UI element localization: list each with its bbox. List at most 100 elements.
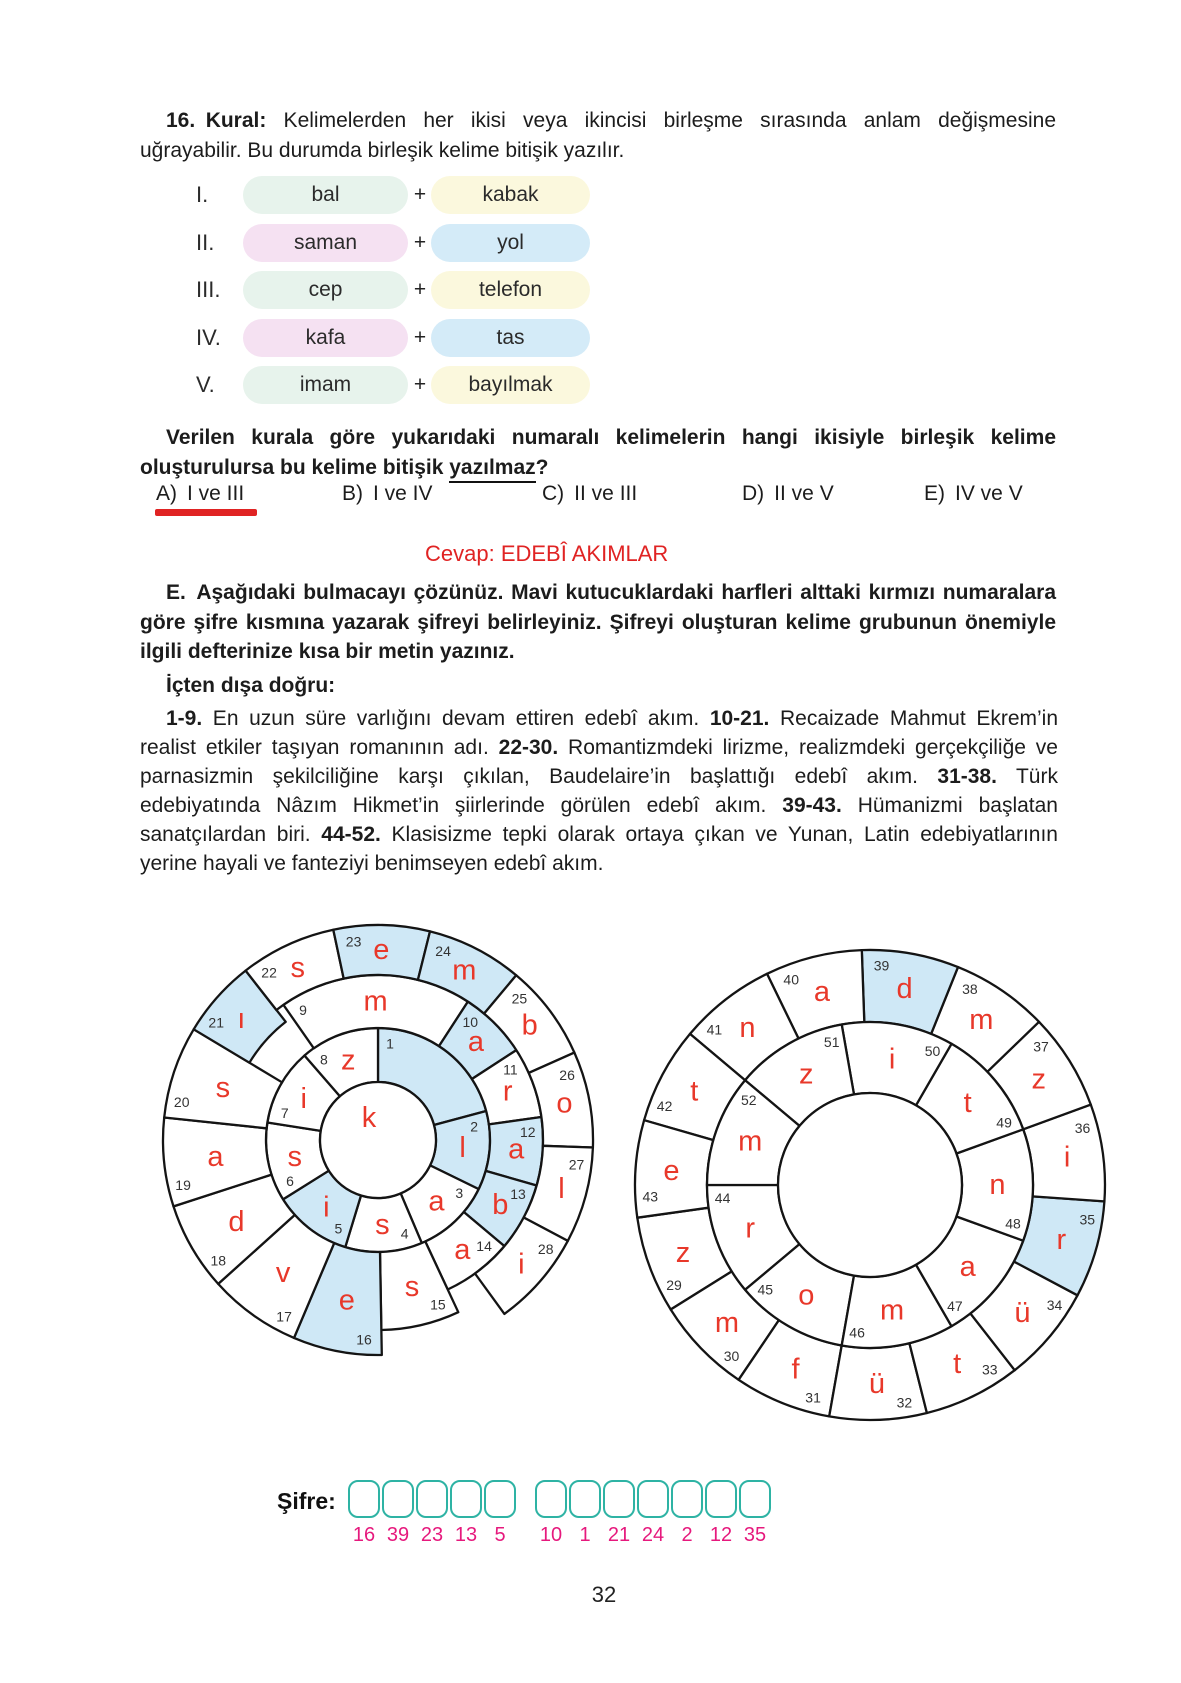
cell-letter-32: ü <box>869 1368 885 1400</box>
cell-number-13: 13 <box>510 1186 526 1202</box>
cipher-box-13[interactable] <box>450 1480 482 1518</box>
cipher-box-21[interactable] <box>603 1480 635 1518</box>
cipher-box-39[interactable] <box>382 1480 414 1518</box>
cell-number-51: 51 <box>824 1034 840 1050</box>
text-run: En uzun süre varlığını devam ettiren ede… <box>202 707 710 730</box>
center-letter-left: k <box>362 1102 377 1134</box>
cipher-box-35[interactable] <box>739 1480 771 1518</box>
option-text: II ve III <box>574 482 638 505</box>
question-paragraph: Verilen kurala göre yukarıdaki numaralı … <box>140 423 1056 483</box>
cipher-number-2: 2 <box>681 1524 693 1546</box>
cell-number-7: 7 <box>281 1105 289 1121</box>
rule-paragraph: 16. Kural: Kelimelerden her ikisi veya i… <box>140 106 1056 165</box>
cell-letter-33: t <box>953 1348 961 1380</box>
word-pill-right: kabak <box>431 176 590 214</box>
cipher-box-23[interactable] <box>416 1480 448 1518</box>
cipher-box-10[interactable] <box>535 1480 567 1518</box>
option-c: C) II ve III <box>542 482 637 506</box>
cell-number-42: 42 <box>657 1098 673 1114</box>
cipher-box-1[interactable] <box>569 1480 601 1518</box>
answer-options: A) I ve III B) I ve IV C) II ve III D) II ve V E… <box>0 482 1181 522</box>
cell-number-1: 1 <box>386 1036 394 1052</box>
cell-number-27: 27 <box>569 1156 585 1172</box>
word-pair-row: I. bal + kabak <box>196 176 616 214</box>
cipher-box-24[interactable] <box>637 1480 669 1518</box>
cell-letter-8: z <box>341 1044 356 1076</box>
cell-number-38: 38 <box>962 981 978 997</box>
puzzle-circle-right: z 29 m 30 f 31 ü 32 t 33 ü 34 r 35 i 36 z 37 m 38 d 39 a 40 n 41 t… <box>633 948 1107 1422</box>
direction-label: İçten dışa doğru: <box>166 674 336 697</box>
cell-number-39: 39 <box>874 957 890 973</box>
cell-number-45: 45 <box>758 1282 774 1298</box>
cipher-number-35: 35 <box>743 1524 767 1546</box>
cell-letter-11: r <box>503 1076 513 1108</box>
cipher-box-2[interactable] <box>671 1480 703 1518</box>
cell-number-20: 20 <box>174 1094 190 1110</box>
cell-letter-50: i <box>889 1043 895 1075</box>
word-pill-left: kafa <box>243 318 408 357</box>
option-text: II ve V <box>774 482 834 505</box>
cell-letter-20: s <box>216 1072 231 1104</box>
cell-number-31: 31 <box>805 1390 821 1406</box>
cell-letter-18: d <box>228 1206 244 1238</box>
option-label: D) <box>742 482 765 505</box>
cell-number-8: 8 <box>320 1052 328 1068</box>
cell-number-28: 28 <box>538 1241 554 1257</box>
word-pill-left: cep <box>243 271 408 309</box>
word-pair-row: V. imam + bayılmak <box>196 366 616 404</box>
cell-number-10: 10 <box>463 1014 479 1030</box>
cell-letter-24: m <box>452 955 476 987</box>
cell-number-24: 24 <box>435 943 451 959</box>
cipher-number-39: 39 <box>386 1524 410 1546</box>
cell-letter-29: z <box>676 1237 691 1269</box>
word-pill-left: imam <box>243 366 408 404</box>
cell-letter-15: s <box>405 1271 420 1303</box>
cell-letter-42: t <box>690 1076 698 1108</box>
word-pill-right: bayılmak <box>431 366 590 404</box>
text-run: Recaizade Mahmut Ekrem’in realist etkile… <box>140 707 1058 759</box>
plus-sign: + <box>413 325 427 349</box>
option-b: B) I ve IV <box>342 482 433 506</box>
option-label: E) <box>924 482 945 505</box>
cipher-number-21: 21 <box>607 1524 631 1546</box>
text-run: Türk edebiyatında Nâzım Hikmet’in şiirle… <box>140 765 1058 817</box>
cipher-box-16[interactable] <box>348 1480 380 1518</box>
cipher-number-23: 23 <box>420 1524 444 1546</box>
cipher-box-5[interactable] <box>484 1480 516 1518</box>
plus-sign: + <box>413 230 427 254</box>
word-pair-row: III. cep + telefon <box>196 271 616 309</box>
cipher-number-5: 5 <box>494 1524 506 1546</box>
word-pill-right: yol <box>431 223 590 262</box>
option-text: I ve IV <box>373 482 433 505</box>
page-number: 32 <box>591 1582 617 1607</box>
cell-number-35: 35 <box>1080 1211 1096 1227</box>
cipher-number-16: 16 <box>352 1524 376 1546</box>
cell-number-4: 4 <box>401 1225 409 1241</box>
cell-number-16: 16 <box>356 1332 372 1348</box>
cell-number-44: 44 <box>715 1190 731 1206</box>
text-run: 1-9. <box>166 707 203 730</box>
cell-number-6: 6 <box>286 1173 294 1189</box>
cell-number-33: 33 <box>982 1362 998 1378</box>
cell-number-36: 36 <box>1075 1120 1091 1136</box>
cipher-box-12[interactable] <box>705 1480 737 1518</box>
cell-letter-5: i <box>323 1191 329 1223</box>
cell-letter-34: ü <box>1014 1297 1030 1329</box>
cell-letter-7: i <box>300 1083 306 1115</box>
cell-number-21: 21 <box>208 1014 224 1030</box>
cipher-label: Şifre: <box>277 1488 336 1514</box>
word-pill-left: bal <box>243 176 408 214</box>
cell-number-34: 34 <box>1047 1297 1063 1313</box>
word-pill-left: saman <box>243 223 408 262</box>
cell-number-25: 25 <box>512 991 528 1007</box>
cell-letter-23: e <box>373 934 389 966</box>
text-run: 44-52. <box>321 823 381 846</box>
cell-letter-12: a <box>508 1134 525 1166</box>
cell-number-37: 37 <box>1033 1039 1049 1055</box>
cell-number-2: 2 <box>470 1119 478 1135</box>
option-a: A) I ve III <box>156 482 244 506</box>
cell-number-3: 3 <box>455 1185 463 1201</box>
cipher-number-13: 13 <box>454 1524 478 1546</box>
